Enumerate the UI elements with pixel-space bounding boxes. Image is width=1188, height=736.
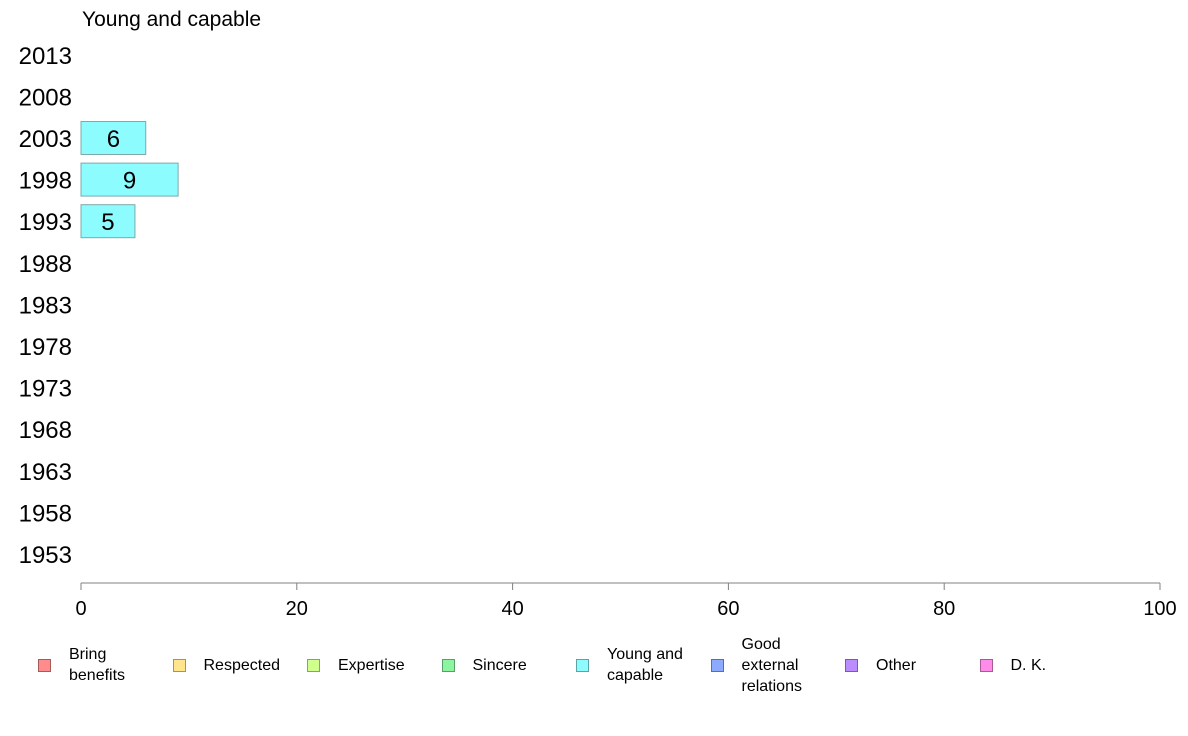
y-tick-label: 1968 (19, 417, 72, 444)
y-axis-labels: 2013 2008 2003 1998 1993 1988 1983 1978 1973 1968… (19, 43, 72, 569)
x-tick-label: 60 (717, 598, 739, 620)
legend-label: Good external relations (741, 635, 802, 695)
legend-item: Respected (172, 632, 281, 698)
legend: Bring benefits Respected Expertise Sincere Y… (38, 632, 1178, 698)
x-tick-label: 80 (933, 598, 955, 620)
y-tick-label: 1993 (19, 209, 72, 236)
legend-item: Bring benefits (38, 632, 125, 698)
y-tick-label: 1958 (19, 500, 72, 527)
y-tick-label: 1998 (19, 168, 72, 195)
legend-label: Other (876, 656, 917, 674)
y-tick-label: 1953 (19, 542, 72, 569)
x-tick-label: 0 (75, 598, 86, 620)
bars-group: 695 (80, 121, 179, 239)
y-tick-label: 1988 (19, 251, 72, 278)
legend-swatch (307, 658, 320, 672)
y-tick-label: 2003 (19, 126, 72, 153)
chart: Young and capable 695 2013 2008 2003 1998 19… (19, 8, 1177, 620)
x-tick-label: 100 (1143, 598, 1176, 620)
x-tick-label: 40 (501, 598, 523, 620)
y-tick-label: 2013 (19, 43, 72, 70)
legend-swatch (38, 658, 51, 672)
x-tick-label: 20 (286, 598, 308, 620)
y-tick-label: 1978 (19, 334, 72, 361)
legend-label: Sincere (472, 656, 527, 674)
legend-swatch (979, 658, 993, 672)
legend-swatch (710, 658, 724, 672)
y-tick-label: 1963 (19, 459, 72, 486)
x-axis-ticks: 0 20 40 60 80 100 (75, 583, 1177, 620)
y-tick-label: 1983 (19, 292, 72, 319)
legend-swatch (845, 658, 858, 672)
bar (80, 162, 179, 197)
legend-item: D. K. (979, 632, 1047, 698)
bar-value-label: 6 (107, 126, 120, 153)
legend-label: Respected (203, 656, 281, 674)
bar-value-label: 5 (101, 209, 114, 236)
legend-swatch (441, 658, 455, 672)
legend-swatch (576, 658, 589, 672)
legend-swatch (172, 658, 186, 672)
legend-item: Expertise (307, 632, 405, 698)
legend-item: Other (845, 632, 916, 698)
bar-value-label: 9 (123, 168, 136, 195)
legend-label: D. K. (1010, 656, 1047, 674)
legend-item: Sincere (441, 632, 527, 698)
legend-label: Bring benefits (69, 646, 126, 684)
legend-label: Young and capable (607, 646, 683, 684)
legend-label: Expertise (338, 656, 405, 674)
y-tick-label: 1973 (19, 376, 72, 403)
legend-item: Young and capable (576, 632, 683, 698)
bar (80, 121, 147, 155)
bar (80, 204, 136, 239)
chart-title: Young and capable (82, 8, 261, 31)
y-tick-label: 2008 (19, 84, 72, 111)
legend-item: Good external relations (710, 632, 802, 698)
